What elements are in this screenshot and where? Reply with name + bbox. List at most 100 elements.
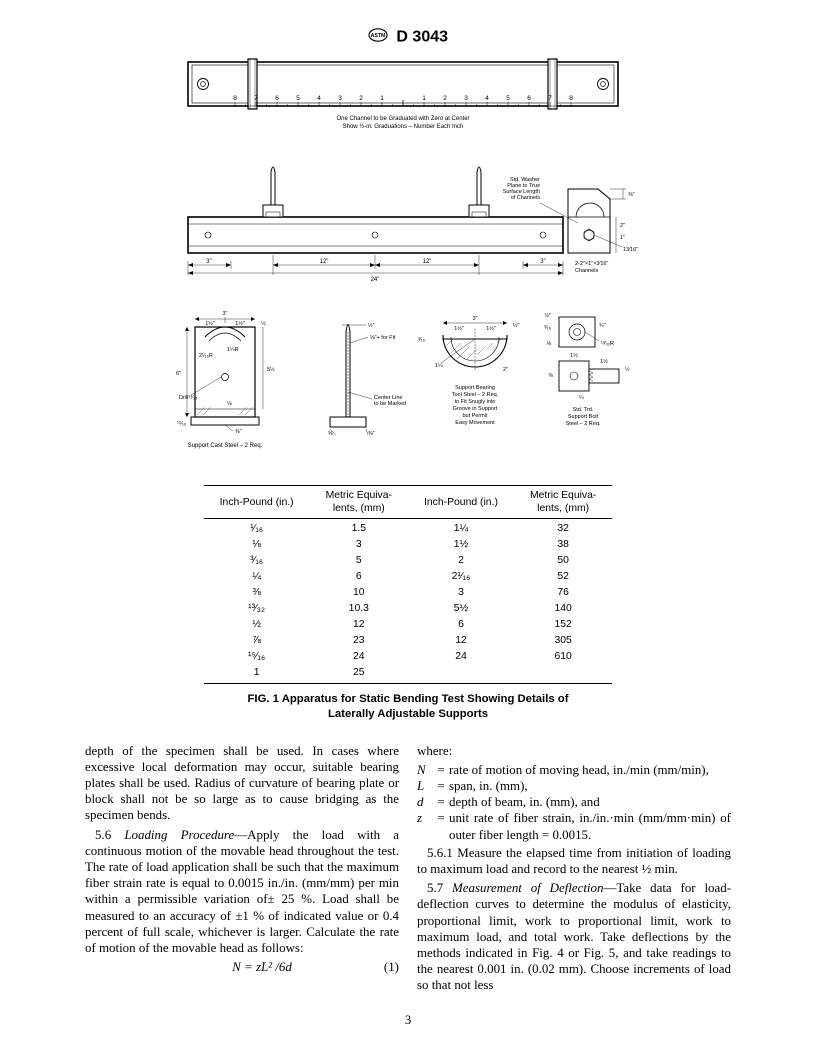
svg-text:12": 12" [423,259,432,265]
page-header: ASTM D 3043 [85,28,731,47]
paragraph: depth of the specimen shall be used. In … [85,743,399,824]
table-header: Metric Equiva-lents, (mm) [514,486,612,519]
svg-text:One Channel to be Graduated wi: One Channel to be Graduated with Zero at… [336,116,469,122]
conversion-table: Inch-Pound (in.) Metric Equiva-lents, (m… [204,485,613,684]
table-cell: 3 [408,585,514,601]
svg-text:½: ½ [625,366,630,373]
svg-text:1½: 1½ [570,352,578,359]
table-cell: 6 [408,617,514,633]
table-cell: 2¹⁄₁₆ [408,569,514,585]
svg-text:1½": 1½" [235,320,245,327]
svg-text:Steel – 2 Req.: Steel – 2 Req. [566,421,601,427]
table-cell: 305 [514,633,612,649]
svg-text:3": 3" [222,311,227,317]
svg-text:½": ½" [513,322,520,329]
table-cell: 76 [514,585,612,601]
svg-text:Support Bearing: Support Bearing [455,385,495,391]
table-cell: 10.3 [310,601,408,617]
svg-text:1¼: 1¼ [435,363,443,369]
svg-text:1½": 1½" [486,325,496,332]
svg-text:6": 6" [176,371,181,377]
svg-text:7: 7 [548,95,552,102]
svg-text:⅜": ⅜" [628,192,635,198]
svg-text:3": 3" [206,259,211,265]
table-cell: 152 [514,617,612,633]
svg-text:2: 2 [359,95,363,102]
svg-text:¼: ¼ [579,395,584,401]
table-cell: ¹⁵⁄₁₆ [204,649,310,665]
svg-text:to Fit Snugly into: to Fit Snugly into [455,399,496,405]
table-cell: ⅛ [204,537,310,553]
table-cell: 610 [514,649,612,665]
paragraph: 5.6 Loading Procedure—Apply the load wit… [85,827,399,956]
table-cell: 5 [310,553,408,569]
svg-text:⅜: ⅜ [548,373,553,379]
standard-number: D 3043 [396,29,448,46]
paragraph: 5.7 Measurement of Deflection—Take data … [417,880,731,993]
svg-text:¹⁵⁄₁₆: ¹⁵⁄₁₆ [177,420,186,427]
svg-text:⅛"+ for Fit: ⅛"+ for Fit [370,335,396,341]
table-header: Metric Equiva-lents, (mm) [310,486,408,519]
svg-text:8: 8 [569,95,573,102]
table-cell: ⅜ [204,585,310,601]
table-header: Inch-Pound (in.) [408,486,514,519]
svg-text:⅛: ⅛ [546,341,551,347]
equation: N = zL² /6d (1) [85,959,399,975]
svg-text:2": 2" [503,367,508,373]
table-cell: 1¼ [408,519,514,538]
paragraph: 5.6.1 Measure the elapsed time from init… [417,845,731,877]
svg-text:2¹⁄₁₆R: 2¹⁄₁₆R [199,353,213,359]
svg-text:⅜: ⅜ [328,431,333,437]
where-list: N=rate of motion of moving head, in./min… [417,762,731,843]
table-cell: 1½ [408,537,514,553]
table-cell: 32 [514,519,612,538]
svg-text:³⁄₁₆: ³⁄₁₆ [544,325,551,331]
table-cell: ⅞ [204,633,310,649]
svg-text:7: 7 [254,95,258,102]
table-cell: 1.5 [310,519,408,538]
svg-text:Support Bolt: Support Bolt [568,414,599,420]
svg-text:Channels: Channels [575,268,598,274]
table-cell: 140 [514,601,612,617]
table-cell: 50 [514,553,612,569]
table-cell: 3 [310,537,408,553]
table-cell: 10 [310,585,408,601]
svg-text:Groove in Support: Groove in Support [453,406,498,412]
svg-text:¹³⁄₃₂R: ¹³⁄₃₂R [601,341,614,347]
table-cell: 24 [408,649,514,665]
table-cell: ³⁄₁₆ [204,553,310,569]
svg-text:13⁄16": 13⁄16" [623,247,638,253]
svg-text:5: 5 [506,95,510,102]
svg-text:24": 24" [371,277,380,283]
svg-text:8: 8 [233,95,237,102]
svg-text:1½: 1½ [600,358,608,365]
svg-text:3": 3" [540,259,545,265]
svg-text:of Channels: of Channels [511,195,541,201]
svg-text:4: 4 [317,95,321,102]
table-cell: 38 [514,537,612,553]
figure-caption: FIG. 1 Apparatus for Static Bending Test… [85,692,731,720]
svg-text:1½": 1½" [454,325,464,332]
svg-text:⅜": ⅜" [235,429,242,435]
table-cell: 24 [310,649,408,665]
page-number: 3 [0,1013,816,1028]
svg-text:³⁄₁₆: ³⁄₁₆ [418,337,425,343]
svg-text:½: ½ [261,320,266,327]
table-cell [514,665,612,684]
svg-text:5½: 5½ [267,366,275,373]
table-cell: ¹³⁄₃₂ [204,601,310,617]
table-cell [408,665,514,684]
table-cell: ¹⁄₁₆ [204,519,310,538]
svg-text:2": 2" [620,223,625,229]
svg-text:6: 6 [527,95,531,102]
table-cell: 2 [408,553,514,569]
svg-text:¾": ¾" [599,323,606,329]
astm-logo-icon: ASTM [368,28,388,47]
svg-text:Tool Steel – 2 Req.: Tool Steel – 2 Req. [452,392,499,398]
svg-text:⅛: ⅛ [227,401,232,407]
svg-text:6: 6 [275,95,279,102]
table-cell: 1 [204,665,310,684]
table-cell: 23 [310,633,408,649]
table-cell: 25 [310,665,408,684]
svg-text:ASTM: ASTM [371,33,386,39]
